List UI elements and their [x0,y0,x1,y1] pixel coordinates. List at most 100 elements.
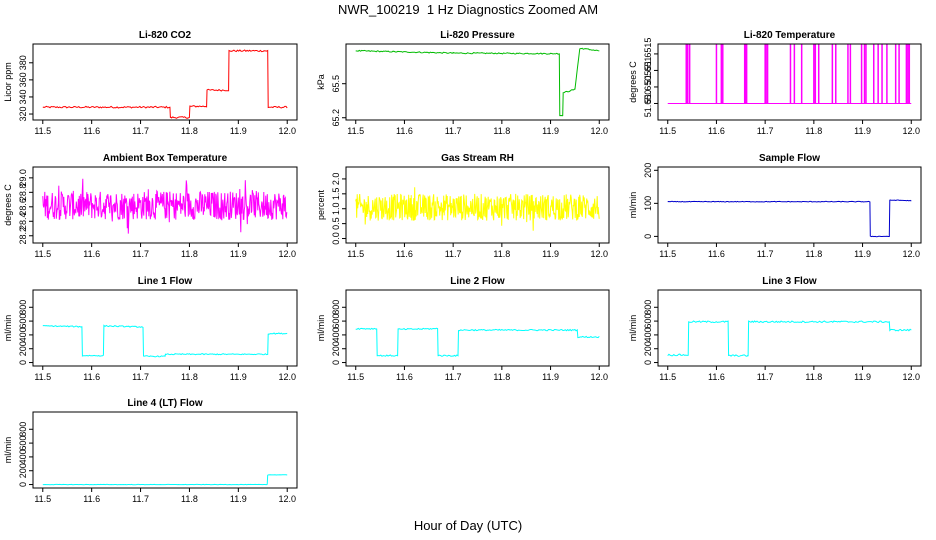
y-tick-label: 800 [331,300,341,315]
y-tick-label: 28.2 [18,227,28,245]
y-tick-label: 51.6505 [643,71,653,104]
x-tick-label: 11.9 [542,372,559,382]
series-line-1 [355,47,600,117]
plot-frame [32,43,298,121]
x-tick-label: 11.6 [83,126,100,136]
y-axis-title: ml/min [628,315,638,342]
series-line-1 [42,324,288,358]
x-axis-title: Hour of Day (UTC) [413,518,523,533]
plot-frame [345,166,610,244]
x-tick-label: 11.8 [493,249,510,259]
series-line-1 [355,187,600,231]
x-tick-label: 11.5 [659,249,676,259]
x-tick-label: 11.8 [493,372,510,382]
y-tick-label: 400 [331,327,341,342]
y-tick-label: 600 [331,314,341,329]
plot-frame [657,289,922,367]
x-tick-label: 11.9 [854,126,871,136]
series-data [42,474,288,486]
x-tick-label: 11.7 [132,126,149,136]
y-tick-label: 800 [18,300,28,315]
y-tick-label: 200 [18,341,28,356]
y-tick-label: 380 [18,55,28,70]
y-tick-label: 200 [18,463,28,478]
y-tick-label: 28.8 [18,184,28,202]
x-tick-label: 12.0 [902,126,920,136]
x-tick-label: 12.0 [278,372,296,382]
x-tick-label: 11.6 [396,372,413,382]
x-tick-label: 12.0 [902,249,920,259]
y-tick-label: 100 [643,196,653,211]
y-tick-label: 1.0 [331,202,341,215]
x-tick-label: 11.9 [854,372,871,382]
panel-title: Li-820 Temperature [744,30,836,41]
y-axis-title: degrees C [3,184,13,226]
y-tick-label: 0 [331,360,341,365]
x-tick-label: 11.5 [34,126,51,136]
x-tick-label: 11.5 [347,372,364,382]
y-tick-label: 200 [643,163,653,178]
y-axis-title: ml/min [628,192,638,219]
y-tick-label: 800 [18,422,28,437]
plot-frame [657,166,922,244]
x-tick-label: 11.8 [805,249,822,259]
y-tick-label: 65.2 [331,109,341,127]
x-tick-label: 11.5 [659,126,676,136]
y-tick-label: 600 [18,436,28,451]
x-tick-label: 11.5 [34,494,51,504]
panel-4: Ambient Box Temperature 11.5 11.6 11.7 11.8 1… [3,153,298,259]
y-axis-title: Licor ppm [3,62,13,102]
x-tick-label: 11.7 [445,126,462,136]
x-tick-label: 11.6 [708,249,725,259]
panel-title: Line 2 Flow [450,276,505,287]
x-tick-label: 11.8 [181,372,198,382]
x-tick-label: 11.6 [708,372,725,382]
x-tick-label: 12.0 [902,372,920,382]
x-tick-label: 11.7 [757,249,774,259]
panel-8: Line 2 Flow 11.5 11.6 11.7 11.8 11.9 12.0 0 2004… [316,276,610,382]
y-tick-label: 200 [331,341,341,356]
y-tick-label: 200 [643,341,653,356]
x-tick-label: 12.0 [278,249,296,259]
series-line-1 [42,49,288,119]
x-tick-label: 11.8 [493,126,510,136]
panel-7: Line 1 Flow 11.5 11.6 11.7 11.8 11.9 12.0 0 2004… [3,276,298,382]
x-tick-label: 11.6 [83,494,100,504]
x-tick-label: 11.7 [757,372,774,382]
panel-9: Line 3 Flow 11.5 11.6 11.7 11.8 11.9 12.0 0 2004… [628,276,922,382]
x-tick-label: 11.5 [34,249,51,259]
x-tick-label: 12.0 [278,126,296,136]
y-tick-label: 340 [18,89,28,104]
y-tick-label: 28.6 [18,198,28,216]
y-axis-title: ml/min [316,315,326,342]
panel-5: Gas Stream RH 11.5 11.6 11.7 11.8 11.9 12.0 0.0… [316,153,610,259]
series-data [42,324,288,358]
panel-title: Li-820 CO2 [139,30,192,41]
x-tick-label: 11.7 [132,372,149,382]
panel-title: Ambient Box Temperature [103,153,228,164]
x-tick-label: 11.6 [396,126,413,136]
series-data [42,178,288,234]
x-tick-label: 12.0 [590,126,608,136]
x-tick-label: 11.9 [542,126,559,136]
x-tick-label: 12.0 [590,249,608,259]
y-axis-title: percent [316,189,326,220]
panel-10: Line 4 (LT) Flow 11.5 11.6 11.7 11.8 11.9 12.0… [3,398,298,504]
x-tick-label: 11.7 [132,249,149,259]
series-data [667,44,912,104]
x-tick-label: 11.9 [542,249,559,259]
plot-frame [32,411,298,489]
y-tick-label: 65.5 [331,75,341,93]
y-tick-label: 600 [643,314,653,329]
plot-frame [657,43,922,121]
x-tick-label: 11.7 [445,372,462,382]
panel-title: Line 4 (LT) Flow [127,398,203,409]
series-line-1 [355,327,600,357]
y-axis-title: degrees C [628,61,638,103]
y-tick-label: 400 [643,327,653,342]
y-tick-label: 0 [643,360,653,365]
y-tick-label: 320 [18,107,28,122]
figure-title: NWR_100219 1 Hz Diagnostics Zoomed AM [337,2,599,17]
panel-title: Line 1 Flow [138,276,193,287]
